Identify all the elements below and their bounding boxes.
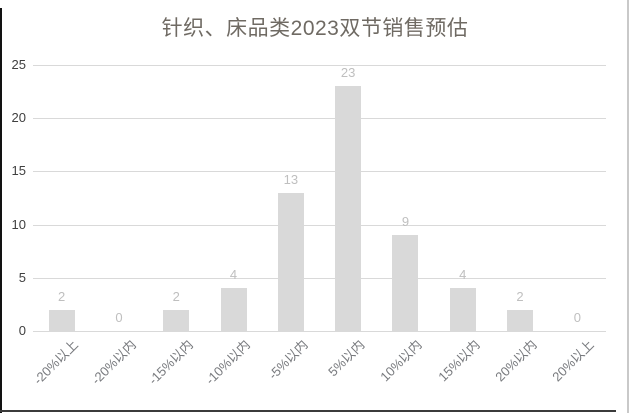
x-axis-category-label: -5%以内 [265, 337, 311, 383]
bar-value-label: 2 [172, 288, 180, 304]
gridline [33, 277, 606, 279]
bar [335, 86, 362, 331]
y-axis-tick-label: 20 [11, 110, 26, 126]
bar-value-label: 13 [283, 171, 299, 187]
x-axis-category-label: -10%以内 [202, 337, 254, 388]
y-axis-tick-label: 25 [11, 57, 26, 72]
y-axis-tick-label: 5 [18, 269, 26, 285]
gridline [33, 224, 606, 226]
y-axis-tick-label: 15 [11, 163, 26, 179]
bar-value-label: 2 [58, 288, 66, 304]
screenshot-border-right [627, 0, 629, 413]
x-axis-category-label: 20%以上 [549, 337, 597, 385]
x-axis-category-label: 20%以内 [492, 337, 540, 385]
bar-value-label: 2 [516, 288, 524, 304]
bar [48, 309, 75, 331]
bar-value-label: 0 [115, 310, 123, 325]
x-axis-category-label: -20%以内 [88, 337, 139, 388]
bar [163, 309, 190, 331]
chart-title: 针织、床品类2023双节销售预估 [161, 17, 469, 40]
bar-value-label: 4 [229, 267, 238, 283]
bar [220, 288, 247, 331]
bar [277, 192, 304, 331]
bar [392, 235, 419, 331]
y-axis-tick-label: 10 [11, 216, 26, 232]
x-axis-category-label: 5%以内 [325, 337, 368, 380]
screenshot-border-left [0, 8, 2, 413]
x-axis-category-label: -15%以内 [145, 337, 196, 388]
bar-value-label: 23 [340, 65, 356, 81]
bar [507, 309, 534, 331]
y-axis-tick-label: 0 [18, 323, 26, 338]
bar-value-label: 4 [459, 267, 467, 283]
x-axis-category-label: 15%以内 [434, 337, 483, 385]
x-axis-category-label: 10%以内 [377, 337, 426, 385]
x-axis-line [33, 331, 606, 332]
screenshot-border-bottom [0, 410, 616, 412]
bar-value-label: 9 [401, 214, 410, 230]
x-axis-category-label: -20%以上 [30, 337, 82, 388]
bar-value-label: 0 [573, 310, 581, 325]
bar [449, 288, 476, 331]
gridline [33, 118, 606, 120]
gridline [33, 65, 606, 66]
gridline [33, 171, 606, 173]
